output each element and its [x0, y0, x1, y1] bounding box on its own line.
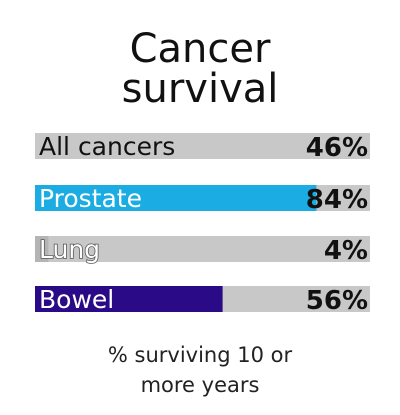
bar: [35, 185, 317, 211]
bar-row: Prostate 84%: [35, 184, 370, 215]
value-label: 4%: [324, 236, 368, 266]
bar: [35, 236, 49, 262]
chart-footnote: % surviving 10 or more years: [108, 343, 293, 397]
value-label: 56%: [306, 286, 368, 316]
bar-row: Lung 4%: [35, 234, 370, 266]
category-label: Bowel: [39, 285, 114, 314]
title-line: survival: [122, 66, 279, 112]
bars: All cancers 46% Prostate 84% Lung 4% Bowel 56%: [35, 132, 370, 316]
value-label: 84%: [306, 185, 368, 215]
category-label: All cancers: [39, 132, 175, 161]
bar-track: [35, 236, 370, 262]
bar-row: All cancers 46%: [35, 132, 370, 163]
bar-row: Bowel 56%: [35, 285, 370, 316]
bar: [35, 133, 190, 159]
category-label: Prostate: [39, 184, 142, 213]
title-line: Cancer: [130, 26, 271, 72]
value-label: 46%: [306, 133, 368, 163]
footnote-line: more years: [141, 373, 260, 397]
footnote-line: % surviving 10 or: [108, 343, 293, 367]
bar: [35, 286, 223, 312]
category-label: Lung: [39, 235, 100, 264]
